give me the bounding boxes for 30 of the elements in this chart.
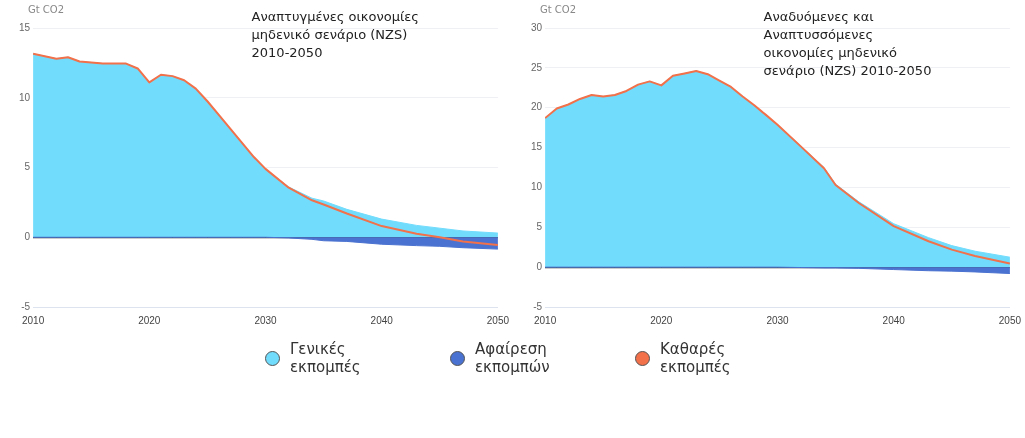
y-axis-title: Gt CO2 [540,4,577,15]
x-tick-label: 2020 [138,314,161,326]
x-tick-label: 2030 [254,314,278,326]
y-tick-label: 20 [531,101,543,113]
legend-label: Καθαρές εκπομπές [660,340,732,376]
x-tick-label: 2020 [650,314,673,326]
y-axis-title: Gt CO2 [28,4,65,15]
y-tick-label: 10 [531,181,543,193]
y-tick-label: -5 [21,300,31,312]
x-tick-label: 2010 [22,314,45,326]
y-tick-label: -5 [533,300,543,312]
y-tick-label: 0 [24,231,31,242]
x-tick-label: 2010 [534,314,557,326]
y-tick-label: 5 [24,161,31,173]
x-tick-label: 2050 [998,314,1022,326]
y-tick-label: 0 [536,260,543,272]
x-tick-label: 2050 [486,314,510,326]
y-tick-label: 15 [531,141,543,153]
x-tick-label: 2040 [882,314,906,326]
legend-label: Αφαίρεση εκπομπών [475,340,551,376]
y-tick-label: 25 [531,61,543,73]
chart-title: Αναπτυγμένες οικονομίες μηδενικό σενάριο (NZS) 2010-2050 [251,8,420,62]
y-tick-label: 15 [19,21,31,33]
y-tick-label: 30 [531,21,543,33]
legend-label: Γενικές εκπομπές [290,340,362,376]
y-tick-label: 5 [536,221,543,233]
x-tick-label: 2030 [766,314,790,326]
x-tick-label: 2040 [370,314,394,326]
text: Αναδυόμενες και Αναπτυσσόμενες οικονομίες μηδενικό σενάριο (NZS) 2010-2050 [763,8,933,80]
y-tick-label: 10 [19,91,31,103]
